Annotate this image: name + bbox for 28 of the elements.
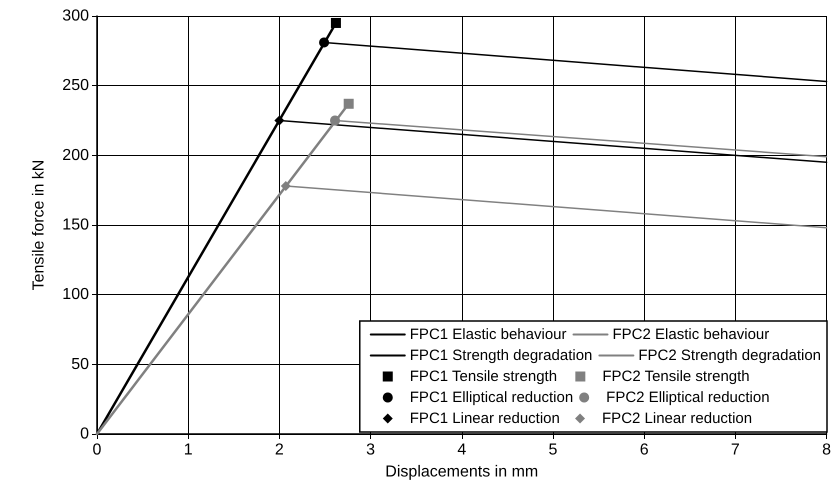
x-tick-label: 4 bbox=[457, 442, 466, 458]
legend-label: FPC1 Tensile strength bbox=[410, 368, 558, 385]
y-tick-label: 200 bbox=[62, 146, 90, 164]
legend-label: FPC2 Linear reduction bbox=[602, 410, 752, 427]
y-tick-label: 0 bbox=[80, 426, 90, 442]
legend-label: FPC2 Tensile strength bbox=[602, 368, 750, 385]
legend-label: FPC2 Elastic behaviour bbox=[612, 326, 770, 343]
y-tick-label: 150 bbox=[62, 216, 90, 234]
x-tick-label: 8 bbox=[822, 442, 832, 458]
x-tick-label: 5 bbox=[548, 442, 558, 458]
y-tick-label: 50 bbox=[71, 356, 90, 373]
y-tick-label: 250 bbox=[62, 77, 90, 94]
x-tick-label: 3 bbox=[366, 442, 376, 458]
legend-label: FPC1 Strength degradation bbox=[410, 347, 592, 364]
x-axis-title: Displacements in mm bbox=[385, 464, 538, 480]
legend-label: FPC1 Linear reduction bbox=[410, 410, 560, 427]
x-tick-label: 2 bbox=[274, 442, 284, 458]
legend-label: FPC1 Elliptical reduction bbox=[410, 389, 574, 406]
x-tick-label: 7 bbox=[730, 442, 740, 458]
y-tick-label: 100 bbox=[62, 286, 90, 304]
y-axis-title: Tensile force in kN bbox=[30, 160, 48, 290]
x-tick-label: 6 bbox=[640, 442, 649, 458]
y-tick-label: 300 bbox=[62, 8, 90, 24]
x-tick-label: 1 bbox=[184, 442, 193, 458]
legend-label: FPC1 Elastic behaviour bbox=[410, 326, 567, 343]
legend-label: FPC2 Elliptical reduction bbox=[606, 389, 770, 406]
legend-label: FPC2 Strength degradation bbox=[638, 347, 822, 364]
x-tick-label: 0 bbox=[92, 442, 102, 458]
